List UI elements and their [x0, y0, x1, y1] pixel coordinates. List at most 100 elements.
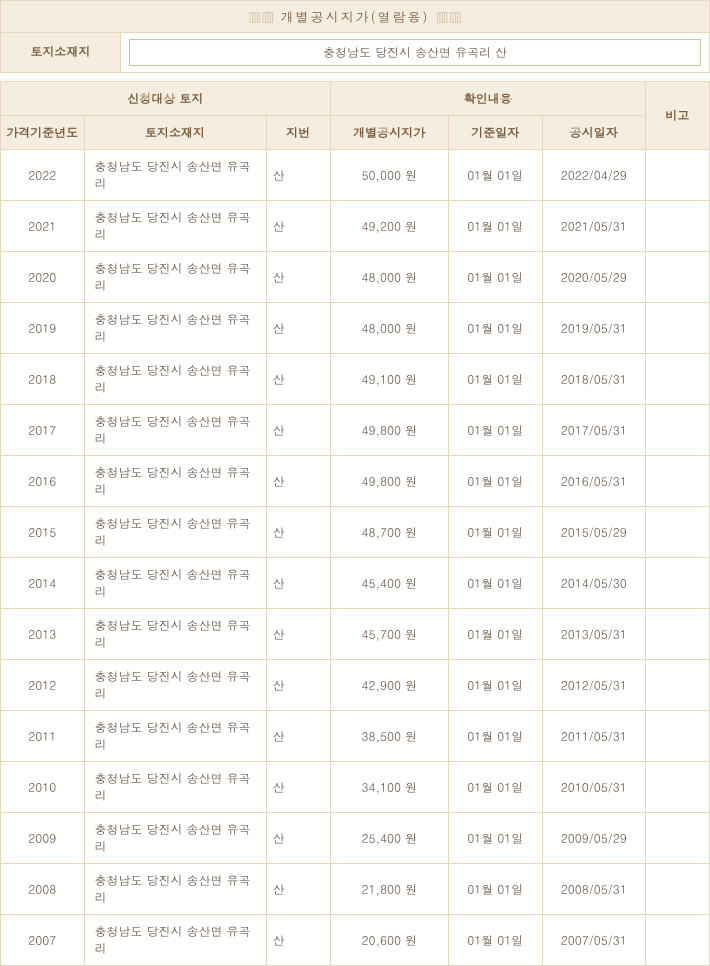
- cell-price: 48,000 원: [330, 303, 448, 354]
- cell-addr: 충청남도 당진시 송산면 유곡리: [84, 405, 266, 456]
- cell-addr: 충청남도 당진시 송산면 유곡리: [84, 354, 266, 405]
- cell-note: [645, 150, 709, 201]
- cell-base-date: 01월 01일: [448, 864, 542, 915]
- cell-jibun: 산: [266, 456, 330, 507]
- table-row: 2015충청남도 당진시 송산면 유곡리산48,700 원01월 01일2015…: [1, 507, 710, 558]
- cell-jibun: 산: [266, 813, 330, 864]
- cell-year: 2014: [1, 558, 85, 609]
- cell-note: [645, 252, 709, 303]
- table-row: 2014충청남도 당진시 송산면 유곡리산45,400 원01월 01일2014…: [1, 558, 710, 609]
- cell-base-date: 01월 01일: [448, 915, 542, 966]
- cell-price: 49,100 원: [330, 354, 448, 405]
- cell-addr: 충청남도 당진시 송산면 유곡리: [84, 864, 266, 915]
- cell-jibun: 산: [266, 864, 330, 915]
- cell-addr: 충청남도 당진시 송산면 유곡리: [84, 660, 266, 711]
- cell-addr: 충청남도 당진시 송산면 유곡리: [84, 762, 266, 813]
- cell-addr: 충청남도 당진시 송산면 유곡리: [84, 303, 266, 354]
- cell-addr: 충청남도 당진시 송산면 유곡리: [84, 609, 266, 660]
- cell-addr: 충청남도 당진시 송산면 유곡리: [84, 711, 266, 762]
- cell-base-date: 01월 01일: [448, 405, 542, 456]
- cell-base-date: 01월 01일: [448, 813, 542, 864]
- cell-addr: 충청남도 당진시 송산면 유곡리: [84, 558, 266, 609]
- cell-pub-date: 2011/05/31: [542, 711, 645, 762]
- cell-note: [645, 609, 709, 660]
- table-row: 2019충청남도 당진시 송산면 유곡리산48,000 원01월 01일2019…: [1, 303, 710, 354]
- cell-addr: 충청남도 당진시 송산면 유곡리: [84, 201, 266, 252]
- cell-price: 49,800 원: [330, 456, 448, 507]
- cell-note: [645, 558, 709, 609]
- cell-price: 38,500 원: [330, 711, 448, 762]
- cell-note: [645, 915, 709, 966]
- cell-year: 2022: [1, 150, 85, 201]
- cell-pub-date: 2022/04/29: [542, 150, 645, 201]
- cell-note: [645, 660, 709, 711]
- cell-year: 2012: [1, 660, 85, 711]
- cell-base-date: 01월 01일: [448, 558, 542, 609]
- table-row: 2012충청남도 당진시 송산면 유곡리산42,900 원01월 01일2012…: [1, 660, 710, 711]
- cell-addr: 충청남도 당진시 송산면 유곡리: [84, 252, 266, 303]
- cell-year: 2015: [1, 507, 85, 558]
- cell-price: 48,000 원: [330, 252, 448, 303]
- cell-addr: 충청남도 당진시 송산면 유곡리: [84, 915, 266, 966]
- cell-base-date: 01월 01일: [448, 456, 542, 507]
- cell-price: 50,000 원: [330, 150, 448, 201]
- col-pub-date: 공시일자: [542, 116, 645, 150]
- cell-jibun: 산: [266, 252, 330, 303]
- cell-year: 2013: [1, 609, 85, 660]
- col-price: 개별공시지가: [330, 116, 448, 150]
- cell-base-date: 01월 01일: [448, 609, 542, 660]
- cell-price: 49,200 원: [330, 201, 448, 252]
- page-title: 개별공시지가(열람용): [281, 7, 430, 26]
- cell-base-date: 01월 01일: [448, 201, 542, 252]
- cell-year: 2021: [1, 201, 85, 252]
- table-row: 2022충청남도 당진시 송산면 유곡리산50,000 원01월 01일2022…: [1, 150, 710, 201]
- location-value-wrap: 충청남도 당진시 송산면 유곡리 산: [121, 33, 709, 72]
- cell-pub-date: 2007/05/31: [542, 915, 645, 966]
- cell-year: 2010: [1, 762, 85, 813]
- cell-jibun: 산: [266, 558, 330, 609]
- cell-jibun: 산: [266, 507, 330, 558]
- table-row: 2011충청남도 당진시 송산면 유곡리산38,500 원01월 01일2011…: [1, 711, 710, 762]
- cell-pub-date: 2013/05/31: [542, 609, 645, 660]
- cell-pub-date: 2009/05/29: [542, 813, 645, 864]
- cell-base-date: 01월 01일: [448, 150, 542, 201]
- table-row: 2010충청남도 당진시 송산면 유곡리산34,100 원01월 01일2010…: [1, 762, 710, 813]
- cell-note: [645, 762, 709, 813]
- cell-jibun: 산: [266, 762, 330, 813]
- cell-addr: 충청남도 당진시 송산면 유곡리: [84, 456, 266, 507]
- cell-jibun: 산: [266, 915, 330, 966]
- cell-note: [645, 813, 709, 864]
- cell-price: 49,800 원: [330, 405, 448, 456]
- cell-pub-date: 2017/05/31: [542, 405, 645, 456]
- cell-pub-date: 2008/05/31: [542, 864, 645, 915]
- cell-pub-date: 2014/05/30: [542, 558, 645, 609]
- cell-year: 2017: [1, 405, 85, 456]
- cell-jibun: 산: [266, 201, 330, 252]
- cell-pub-date: 2012/05/31: [542, 660, 645, 711]
- cell-year: 2018: [1, 354, 85, 405]
- cell-jibun: 산: [266, 150, 330, 201]
- cell-addr: 충청남도 당진시 송산면 유곡리: [84, 150, 266, 201]
- cell-year: 2011: [1, 711, 85, 762]
- cell-base-date: 01월 01일: [448, 507, 542, 558]
- col-addr: 토지소재지: [84, 116, 266, 150]
- cell-pub-date: 2010/05/31: [542, 762, 645, 813]
- title-deco-right: ▥▥: [436, 7, 462, 26]
- cell-base-date: 01월 01일: [448, 711, 542, 762]
- cell-year: 2016: [1, 456, 85, 507]
- cell-pub-date: 2021/05/31: [542, 201, 645, 252]
- location-row: 토지소재지 충청남도 당진시 송산면 유곡리 산: [0, 33, 710, 73]
- col-note: 비고: [645, 82, 709, 150]
- cell-pub-date: 2018/05/31: [542, 354, 645, 405]
- group-header-right: 확인내용: [330, 82, 645, 116]
- cell-price: 45,700 원: [330, 609, 448, 660]
- price-table: 신청대상 토지 확인내용 비고 가격기준년도 토지소재지 지번 개별공시지가 기…: [0, 81, 710, 966]
- cell-pub-date: 2019/05/31: [542, 303, 645, 354]
- cell-note: [645, 354, 709, 405]
- cell-jibun: 산: [266, 711, 330, 762]
- cell-note: [645, 201, 709, 252]
- table-row: 2018충청남도 당진시 송산면 유곡리산49,100 원01월 01일2018…: [1, 354, 710, 405]
- cell-price: 25,400 원: [330, 813, 448, 864]
- cell-base-date: 01월 01일: [448, 252, 542, 303]
- cell-base-date: 01월 01일: [448, 354, 542, 405]
